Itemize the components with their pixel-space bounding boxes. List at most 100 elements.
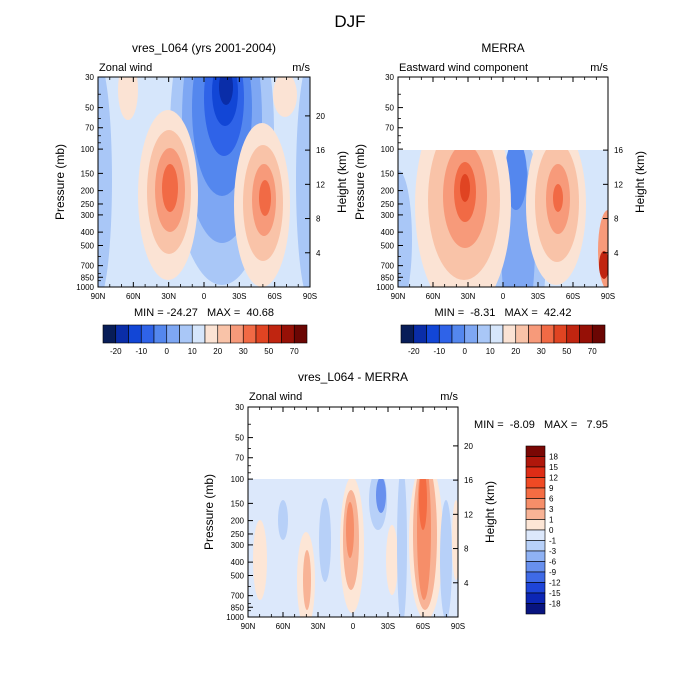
- y-tick-label: 250: [81, 200, 95, 209]
- colorbar-box: [525, 498, 546, 510]
- colorbar-box: [525, 519, 546, 531]
- colorbar-label: -6: [549, 558, 557, 567]
- colorbar: -20 -10 0 10 20 30 50 70: [102, 324, 308, 356]
- y-tick-label: 1000: [226, 613, 244, 622]
- colorbar-box: [591, 324, 606, 344]
- colorbar-box: [242, 324, 257, 344]
- panel-model: vres_L064 (yrs 2001-2004) Zonal wind m/s: [53, 41, 349, 356]
- colorbar-label: -3: [549, 547, 557, 556]
- colorbar-label: -9: [549, 568, 557, 577]
- colorbar-box: [293, 324, 308, 344]
- panel-left-label: Zonal wind: [99, 62, 152, 74]
- y-tick-label: 200: [381, 187, 395, 196]
- colorbar-box: [502, 324, 517, 344]
- y-tick-label: 700: [381, 262, 395, 271]
- y-tick-label: 100: [381, 145, 395, 154]
- colorbar-box: [525, 571, 546, 583]
- colorbar-label: 70: [588, 347, 597, 356]
- y-tick-label: 150: [231, 499, 245, 508]
- x-tick-label: 60S: [416, 622, 430, 631]
- colorbar-label: 50: [562, 347, 571, 356]
- y-axis-label: Pressure (mb): [202, 474, 216, 550]
- x-tick-label: 90S: [601, 292, 615, 301]
- colorbar-box: [525, 603, 546, 615]
- y2-tick-label: 12: [464, 510, 473, 519]
- colorbar-label: 6: [549, 495, 554, 504]
- colorbar-label: -20: [408, 347, 420, 356]
- y2-tick-label: 12: [316, 180, 325, 189]
- y-tick-label: 200: [231, 517, 245, 526]
- contour-field: [98, 77, 310, 287]
- colorbar-box: [268, 324, 282, 344]
- colorbar-box: [540, 324, 555, 344]
- y2-tick-label: 8: [464, 545, 469, 554]
- y-tick-label: 1000: [376, 283, 394, 292]
- panel-units-label: m/s: [440, 391, 458, 403]
- colorbar-box: [217, 324, 231, 344]
- colorbar-box: [525, 456, 546, 468]
- y-tick-label: 50: [85, 104, 94, 113]
- y-tick-label: 250: [231, 530, 245, 539]
- y2-tick-label: 8: [614, 215, 619, 224]
- colorbar-box: [128, 324, 142, 344]
- colorbar-label: -20: [110, 347, 122, 356]
- y2-tick-label: 4: [614, 249, 619, 258]
- colorbar-box: [204, 324, 219, 344]
- colorbar-box: [281, 324, 295, 344]
- colorbar-box: [525, 592, 546, 604]
- x-tick-label: 30S: [232, 292, 246, 301]
- x-tick-label: 60N: [126, 292, 141, 301]
- y2-axis-label: Height (km): [483, 481, 497, 543]
- colorbar-label: 20: [213, 347, 222, 356]
- colorbar-box: [191, 324, 206, 344]
- colorbar-label: -10: [433, 347, 445, 356]
- x-tick-label: 90N: [391, 292, 406, 301]
- panel-title: MERRA: [481, 41, 524, 55]
- colorbar-label: -12: [549, 579, 561, 588]
- colorbar-box: [115, 324, 129, 344]
- x-tick-label: 90N: [91, 292, 106, 301]
- y-tick-label: 30: [235, 403, 244, 412]
- y-tick-label: 500: [81, 241, 95, 250]
- colorbar-label: 18: [549, 453, 558, 462]
- axes: 3050701001502002503004005007008501000481…: [76, 73, 325, 301]
- colorbar-box: [464, 324, 478, 344]
- colorbar: -20 -10 0 10 20 30 50 70: [400, 324, 606, 356]
- x-tick-label: 60S: [566, 292, 580, 301]
- x-tick-label: 30N: [161, 292, 176, 301]
- colorbar-box: [255, 324, 270, 344]
- colorbar-label: 70: [290, 347, 299, 356]
- colorbar-box: [515, 324, 529, 344]
- y2-axis-label: Height (km): [633, 151, 647, 213]
- colorbar-label: 10: [188, 347, 197, 356]
- colorbar-box: [400, 324, 415, 344]
- colorbar-label: -10: [135, 347, 147, 356]
- y2-tick-label: 4: [464, 579, 469, 588]
- panel-title: vres_L064 - MERRA: [298, 370, 408, 384]
- y-tick-label: 200: [81, 187, 95, 196]
- x-tick-label: 0: [351, 622, 356, 631]
- colorbar-label: 30: [239, 347, 248, 356]
- colorbar-label: 50: [264, 347, 273, 356]
- colorbar-box: [525, 508, 546, 520]
- colorbar-label: -1: [549, 537, 557, 546]
- figure-title: DJF: [334, 12, 365, 31]
- y-axis-label: Pressure (mb): [53, 144, 67, 220]
- y-tick-label: 50: [235, 434, 244, 443]
- colorbar-box: [553, 324, 568, 344]
- colorbar-label: 1: [549, 516, 554, 525]
- y-tick-label: 70: [85, 124, 94, 133]
- y-tick-label: 700: [81, 262, 95, 271]
- colorbar-box: [489, 324, 504, 344]
- colorbar-label: 15: [549, 463, 558, 472]
- panel-title: vres_L064 (yrs 2001-2004): [132, 41, 276, 55]
- y-tick-label: 70: [385, 124, 394, 133]
- x-tick-label: 30N: [311, 622, 326, 631]
- colorbar-box: [525, 529, 546, 541]
- colorbar-box: [477, 324, 491, 344]
- y-tick-label: 850: [381, 273, 395, 282]
- x-tick-label: 30N: [461, 292, 476, 301]
- y-tick-label: 70: [235, 454, 244, 463]
